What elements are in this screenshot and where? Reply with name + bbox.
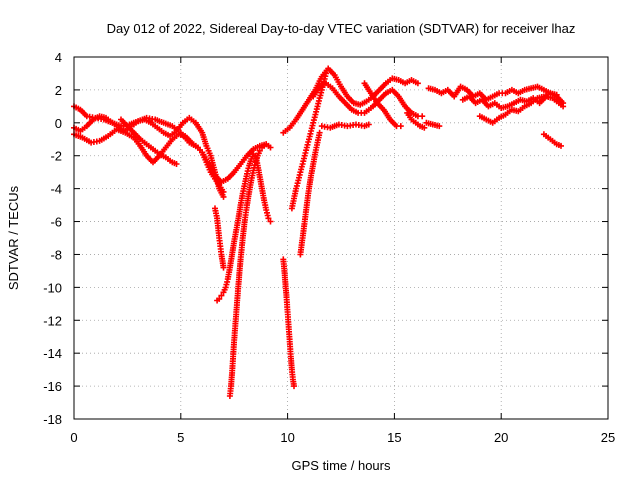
data-point (267, 144, 274, 151)
x-tick-label: 25 (601, 430, 615, 445)
data-point (558, 142, 564, 149)
plot-frame (73, 56, 609, 420)
data-point (365, 121, 372, 128)
y-tick-label: -8 (50, 247, 62, 262)
data-point (220, 264, 227, 271)
axis-ticks: 0 5 10 15 20 25 -18 -16 -14 -12 -10 -8 -6 -4 -2 0 2 4 (43, 50, 615, 445)
y-tick-label: 0 (55, 116, 62, 131)
y-tick-label: -2 (50, 149, 62, 164)
data-point (421, 124, 428, 131)
x-tick-label: 10 (280, 430, 294, 445)
data-point (216, 295, 223, 302)
x-tick-label: 0 (70, 430, 77, 445)
x-tick-label: 20 (494, 430, 508, 445)
x-tick-label: 15 (387, 430, 401, 445)
y-tick-label: 4 (55, 50, 62, 65)
data-point (256, 147, 263, 154)
data-point (419, 113, 426, 120)
data-point (218, 292, 225, 299)
gridlines (74, 57, 608, 419)
data-point (265, 215, 272, 222)
data-point (397, 123, 404, 130)
y-tick-label: -6 (50, 215, 62, 230)
data-point (436, 123, 443, 130)
y-tick-label: -16 (43, 379, 62, 394)
y-tick-label: -14 (43, 346, 62, 361)
data-point (414, 80, 421, 87)
y-tick-label: -18 (43, 412, 62, 427)
data-point (173, 161, 180, 167)
x-axis-label: GPS time / hours (292, 458, 391, 473)
data-point (263, 141, 270, 148)
x-tick-label: 5 (177, 430, 184, 445)
data-point (553, 91, 560, 98)
data-point (316, 129, 323, 136)
y-tick-label: -4 (50, 182, 62, 197)
y-tick-label: -12 (43, 313, 62, 328)
y-axis-label: SDTVAR / TECUs (6, 185, 21, 290)
y-tick-label: -10 (43, 280, 62, 295)
chart-title: Day 012 of 2022, Sidereal Day-to-day VTE… (107, 21, 576, 36)
y-tick-label: 2 (55, 83, 62, 98)
data-point (560, 103, 567, 110)
data-points (71, 65, 567, 399)
data-point (220, 188, 227, 195)
data-point (267, 218, 274, 225)
data-point (291, 383, 297, 390)
